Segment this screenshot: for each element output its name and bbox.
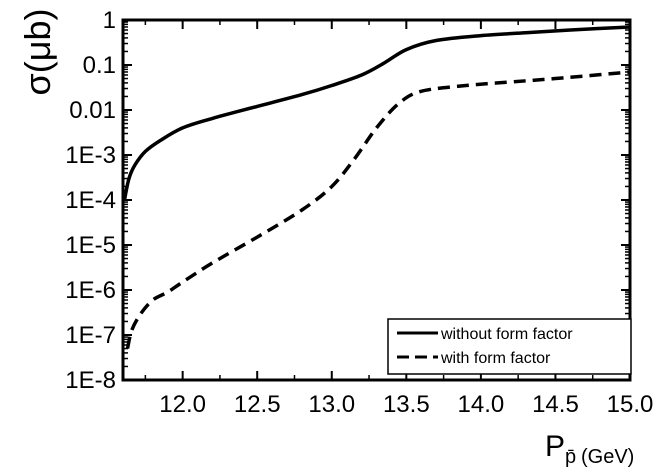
legend: without form factor with form factor — [387, 318, 632, 375]
plot-frame — [121, 18, 632, 382]
y-tick-label: 0.01 — [69, 97, 116, 124]
x-axis-title-main: P — [545, 430, 565, 463]
x-axis-title-subscript: p̄ — [565, 446, 576, 468]
series-line-without-form-factor — [122, 25, 631, 201]
y-tick-label: 1E-8 — [65, 367, 116, 394]
x-axis-title-unit: (GeV) — [581, 446, 634, 468]
y-tick-label: 1E-5 — [65, 232, 116, 259]
x-tick-label: 14.5 — [532, 391, 579, 418]
legend-label-with-form-factor: with form factor — [440, 350, 551, 367]
y-tick-label: 0.1 — [83, 52, 116, 79]
y-tick-label: 1E-4 — [65, 187, 116, 214]
legend-box — [387, 318, 632, 375]
x-tick-label: 14.0 — [458, 391, 505, 418]
x-tick-label: 12.0 — [159, 391, 206, 418]
y-tick-label: 1E-6 — [65, 277, 116, 304]
x-tick-label: 13.0 — [308, 391, 355, 418]
plot-area — [122, 25, 631, 349]
y-tick-label: 1E-7 — [65, 322, 116, 349]
x-tick-label: 15.0 — [607, 391, 654, 418]
y-tick-label: 1 — [103, 7, 116, 34]
y-tick-label: 1E-3 — [65, 142, 116, 169]
series-line-with-form-factor — [125, 70, 631, 349]
x-axis-title: P p̄ (GeV) — [545, 430, 634, 468]
y-axis-title: σ(μb) — [17, 9, 58, 96]
x-tick-label: 12.5 — [234, 391, 281, 418]
x-tick-label: 13.5 — [383, 391, 430, 418]
legend-label-without-form-factor: without form factor — [440, 326, 573, 343]
